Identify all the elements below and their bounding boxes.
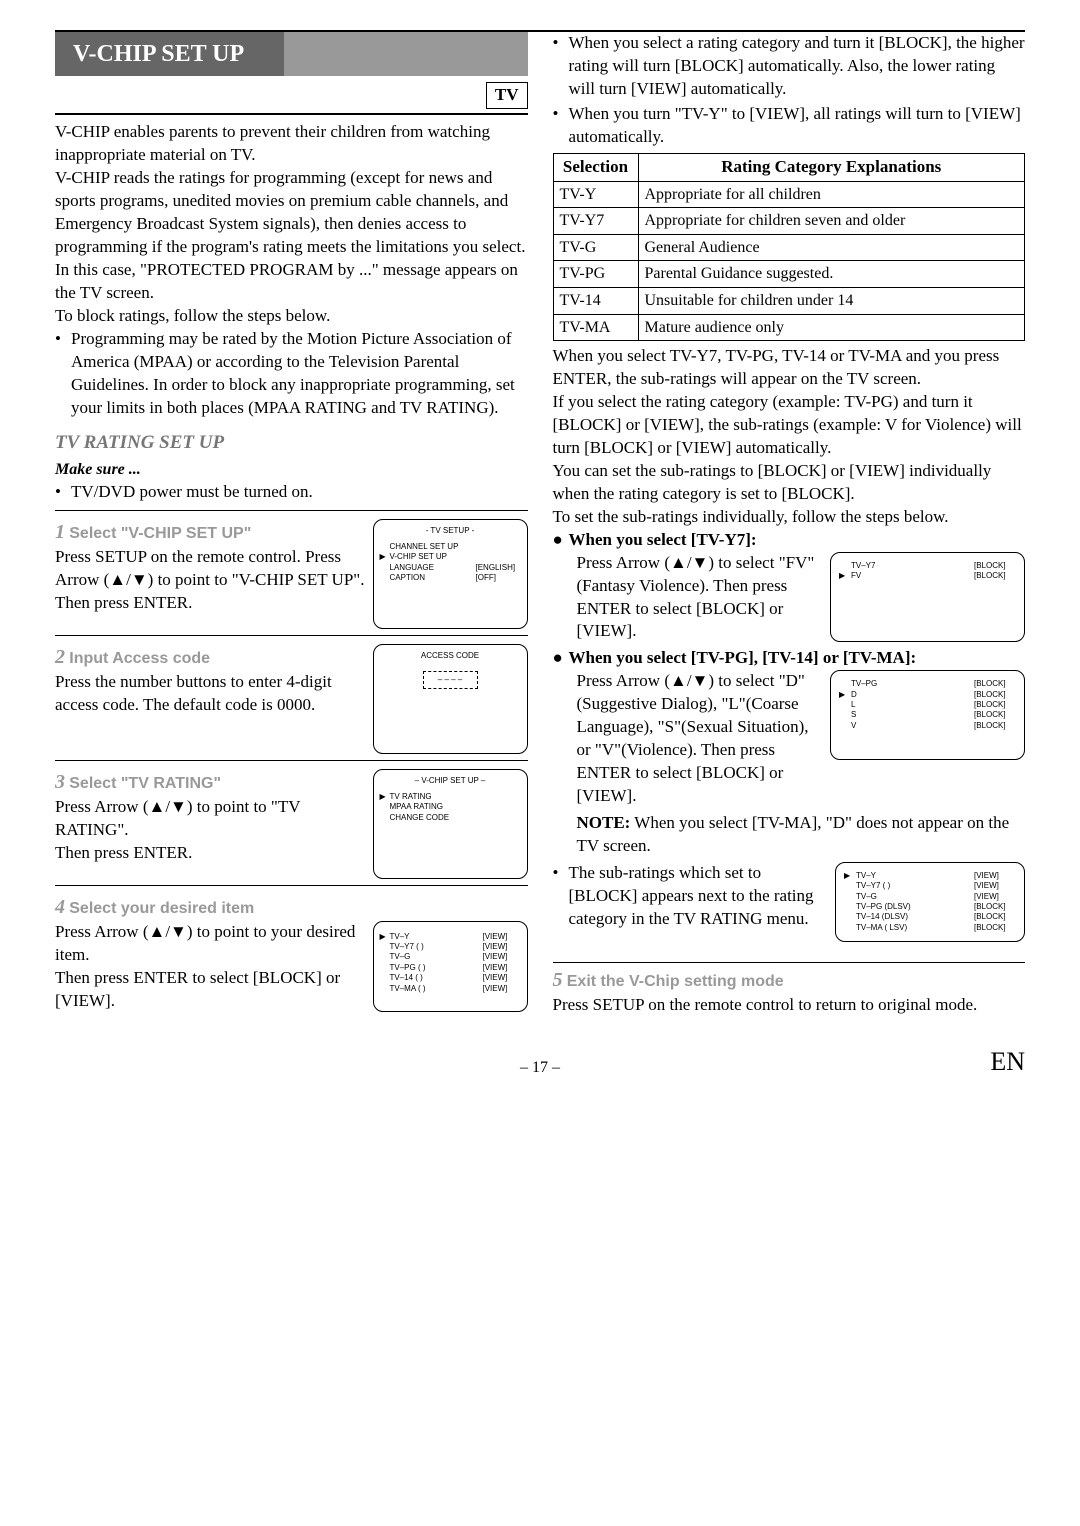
sub-tvY7-head: ● When you select [TV-Y7]: <box>553 529 1026 552</box>
right-p4: To set the sub-ratings individually, fol… <box>553 506 1026 529</box>
table-row: TV-PGParental Guidance suggested. <box>553 261 1025 288</box>
table-row: TV-Y7Appropriate for children seven and … <box>553 208 1025 235</box>
footer: – 17 – EN <box>55 1047 1025 1077</box>
make-sure-label: Make sure ... <box>55 459 528 481</box>
step-3-screen: – V-CHIP SET UP – ▶TV RATINGMPAA RATINGC… <box>373 769 528 879</box>
sub-tvPG-head: ● When you select [TV-PG], [TV-14] or [T… <box>553 647 1026 670</box>
right-p1: When you select TV-Y7, TV-PG, TV-14 or T… <box>553 345 1026 391</box>
step-1: 1 Select "V-CHIP SET UP" Press SETUP on … <box>55 519 528 629</box>
footer-en: EN <box>965 1047 1025 1077</box>
table-row: TV-MAMature audience only <box>553 314 1025 341</box>
sub-tvY7-screen: TV–Y7[BLOCK]▶FV[BLOCK] <box>830 552 1025 642</box>
sub-tvPG: Press Arrow (▲/▼) to select "D"(Suggesti… <box>577 670 1026 808</box>
sub-tvPG-screen: TV–PG[BLOCK]▶D[BLOCK]L[BLOCK]S[BLOCK]V[B… <box>830 670 1025 760</box>
right-p2: If you select the rating category (examp… <box>553 391 1026 460</box>
intro-bullet: • Programming may be rated by the Motion… <box>55 328 528 420</box>
right-p3: You can set the sub-ratings to [BLOCK] o… <box>553 460 1026 506</box>
sub-ratings-bullet: • The sub-ratings which set to [BLOCK] a… <box>553 862 1026 942</box>
intro-p3: To block ratings, follow the steps below… <box>55 305 528 328</box>
step-5: 5 Exit the V-Chip setting mode Press SET… <box>553 967 1026 1017</box>
tv-rating-heading: TV RATING SET UP <box>55 430 528 456</box>
ratings-table: Selection Rating Category Explanations T… <box>553 153 1026 342</box>
step-2: 2 Input Access code Press the number but… <box>55 644 528 754</box>
page-header: V-CHIP SET UP <box>55 32 528 76</box>
right-bullet-1: • When you select a rating category and … <box>553 32 1026 101</box>
sub-ratings-screen: ▶TV–Y[VIEW]TV–Y7 ( )[VIEW]TV–G[VIEW]TV–P… <box>835 862 1025 942</box>
intro-p2: V-CHIP reads the ratings for programming… <box>55 167 528 305</box>
table-row: TV-14Unsuitable for children under 14 <box>553 288 1025 315</box>
intro-p1: V-CHIP enables parents to prevent their … <box>55 121 528 167</box>
table-row: TV-YAppropriate for all children <box>553 181 1025 208</box>
sub-tvPG-note: NOTE: When you select [TV-MA], "D" does … <box>577 812 1026 858</box>
right-bullet-2: • When you turn "TV-Y" to [VIEW], all ra… <box>553 103 1026 149</box>
header-title: V-CHIP SET UP <box>55 32 284 76</box>
step-2-screen: ACCESS CODE – – – – <box>373 644 528 754</box>
page-number: – 17 – <box>115 1059 965 1077</box>
tv-badge: TV <box>486 82 528 109</box>
sub-tvY7: Press Arrow (▲/▼) to select "FV" (Fantas… <box>577 552 1026 644</box>
step-1-screen: - TV SETUP - CHANNEL SET UP▶V-CHIP SET U… <box>373 519 528 629</box>
make-sure-bullet: • TV/DVD power must be turned on. <box>55 481 528 504</box>
table-row: TV-GGeneral Audience <box>553 234 1025 261</box>
step-3: 3 Select "TV RATING" Press Arrow (▲/▼) t… <box>55 769 528 879</box>
step-4: 4 Select your desired item Press Arrow (… <box>55 894 528 1013</box>
step-4-screen: ▶TV–Y[VIEW]TV–Y7 ( )[VIEW]TV–G[VIEW]TV–P… <box>373 921 528 1013</box>
